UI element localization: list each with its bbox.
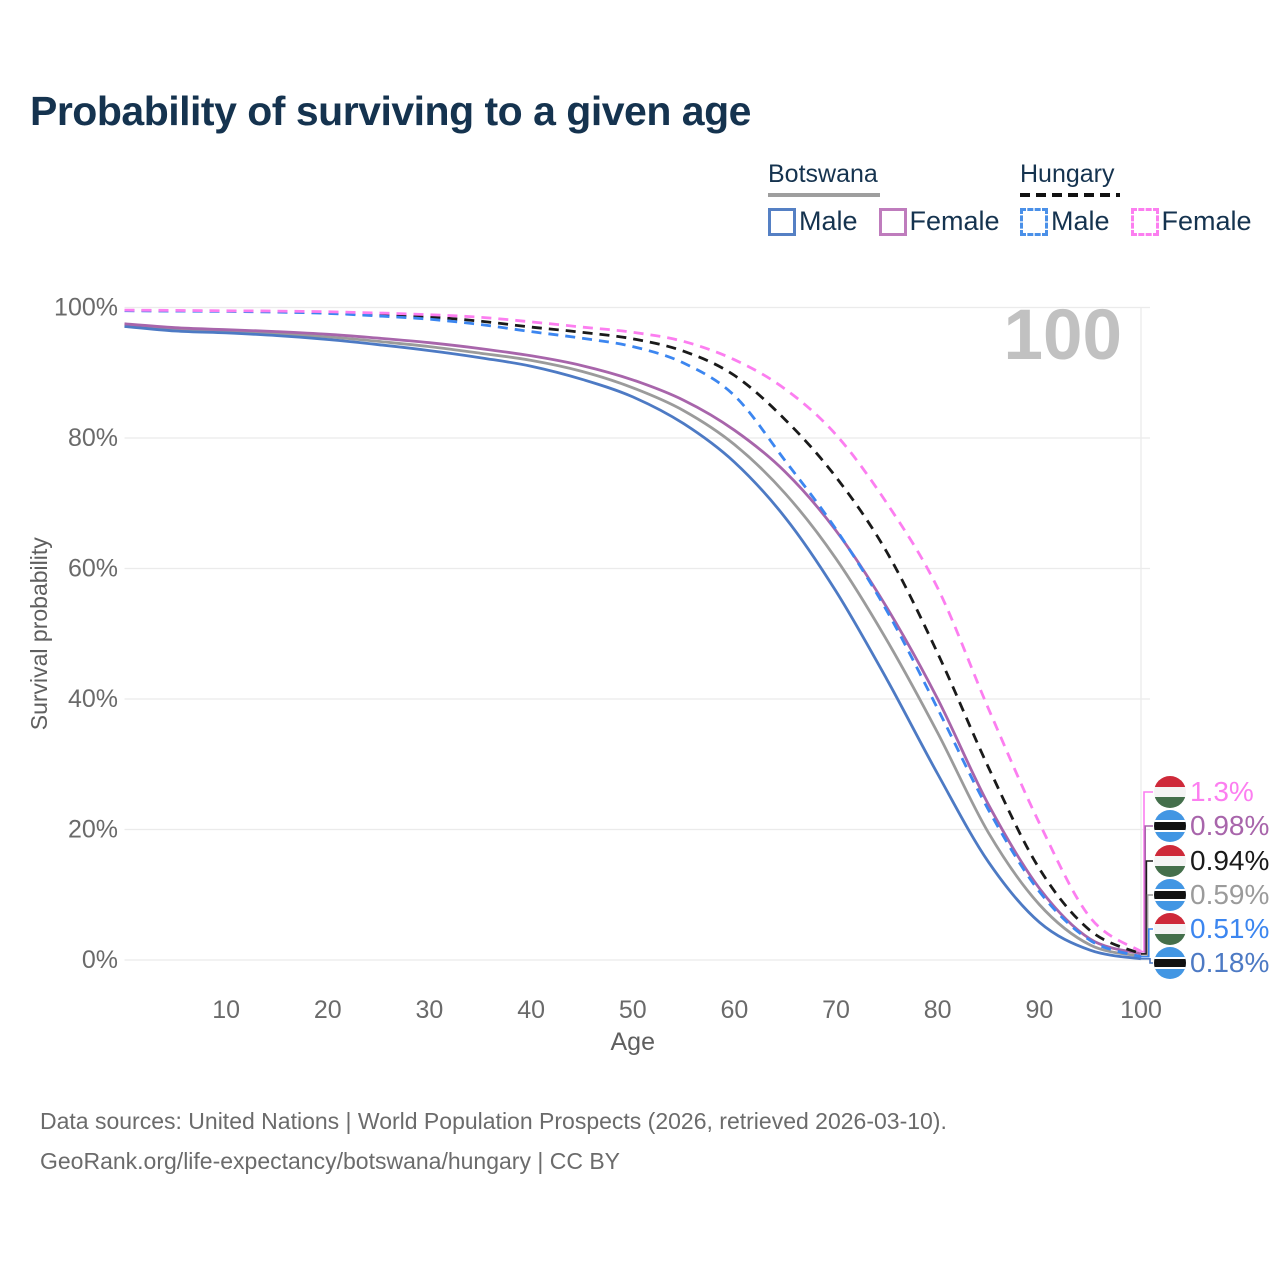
legend-item-label: Female bbox=[1161, 206, 1252, 236]
y-axis-title: Survival probability bbox=[26, 537, 52, 731]
y-tick-label: 0% bbox=[82, 946, 118, 974]
y-tick-label: 80% bbox=[68, 424, 118, 452]
legend-country-botswana: Botswana bbox=[768, 160, 878, 188]
data-sources-note: Data sources: United Nations | World Pop… bbox=[40, 1108, 947, 1134]
hungary-flag-icon bbox=[1154, 845, 1186, 877]
end-label-value-bw-female: 0.98% bbox=[1190, 810, 1269, 841]
end-label-value-hu-male: 0.51% bbox=[1190, 913, 1269, 944]
x-tick-label: 90 bbox=[1025, 996, 1053, 1024]
checkbox-icon[interactable] bbox=[878, 207, 907, 236]
botswana-line-style-swatch bbox=[768, 193, 880, 197]
end-label-connector bbox=[1141, 860, 1153, 955]
legend-item-label: Female bbox=[909, 206, 1000, 236]
legend-item-label: Male bbox=[799, 206, 858, 236]
x-tick-label: 30 bbox=[416, 996, 444, 1024]
botswana-flag-icon bbox=[1154, 879, 1186, 911]
x-tick-label: 80 bbox=[924, 996, 952, 1024]
series-line-bw-both bbox=[124, 323, 1142, 958]
series-line-bw-female bbox=[124, 322, 1142, 955]
end-label-value-bw-both: 0.59% bbox=[1190, 879, 1269, 910]
hungary-line-style-swatch bbox=[1020, 193, 1120, 197]
x-tick-label: 10 bbox=[212, 996, 240, 1024]
attribution-note: GeoRank.org/life-expectancy/botswana/hun… bbox=[40, 1148, 620, 1174]
x-tick-label: 40 bbox=[517, 996, 545, 1024]
end-label-connector bbox=[1141, 928, 1153, 958]
page-title: Probability of surviving to a given age bbox=[30, 88, 751, 134]
checkbox-icon[interactable] bbox=[1020, 207, 1048, 236]
legend-country-hungary: Hungary bbox=[1020, 160, 1115, 188]
series-line-hu-female bbox=[124, 308, 1142, 953]
y-tick-label: 20% bbox=[68, 816, 118, 844]
x-tick-label: 60 bbox=[720, 996, 748, 1024]
end-label-value-hu-female: 1.3% bbox=[1190, 776, 1254, 807]
legend-item-botswana-male[interactable]: Male bbox=[768, 206, 858, 237]
end-label-connector bbox=[1141, 894, 1153, 958]
series-line-hu-both bbox=[124, 309, 1142, 956]
end-label-connector bbox=[1141, 791, 1153, 953]
hungary-flag-icon bbox=[1154, 776, 1186, 808]
y-tick-label: 100% bbox=[54, 294, 118, 322]
legend-group-botswana: Botswana Male Female bbox=[768, 160, 1021, 237]
botswana-flag-icon bbox=[1154, 947, 1186, 979]
botswana-flag-icon bbox=[1154, 810, 1186, 842]
legend-item-botswana-female[interactable]: Female bbox=[878, 206, 1000, 237]
age-watermark: 100 bbox=[1003, 296, 1122, 375]
legend-item-hungary-male[interactable]: Male bbox=[1020, 206, 1110, 237]
checkbox-icon[interactable] bbox=[768, 207, 796, 236]
legend-group-hungary: Hungary Male Female bbox=[1020, 160, 1273, 237]
y-tick-label: 60% bbox=[68, 555, 118, 583]
x-axis-title: Age bbox=[611, 1028, 655, 1056]
hungary-flag-icon bbox=[1154, 913, 1186, 945]
legend-item-label: Male bbox=[1051, 206, 1110, 236]
end-label-value-hu-both: 0.94% bbox=[1190, 845, 1269, 876]
x-tick-label: 50 bbox=[619, 996, 647, 1024]
checkbox-icon[interactable] bbox=[1130, 207, 1159, 236]
x-tick-label: 20 bbox=[314, 996, 342, 1024]
series-line-bw-male bbox=[124, 325, 1142, 961]
legend-item-hungary-female[interactable]: Female bbox=[1130, 206, 1252, 237]
series-line-hu-male bbox=[124, 309, 1142, 959]
y-tick-label: 40% bbox=[68, 685, 118, 713]
end-label-value-bw-male: 0.18% bbox=[1190, 947, 1269, 978]
end-label-connector bbox=[1141, 957, 1153, 964]
x-tick-label: 100 bbox=[1120, 996, 1162, 1024]
x-tick-label: 70 bbox=[822, 996, 850, 1024]
